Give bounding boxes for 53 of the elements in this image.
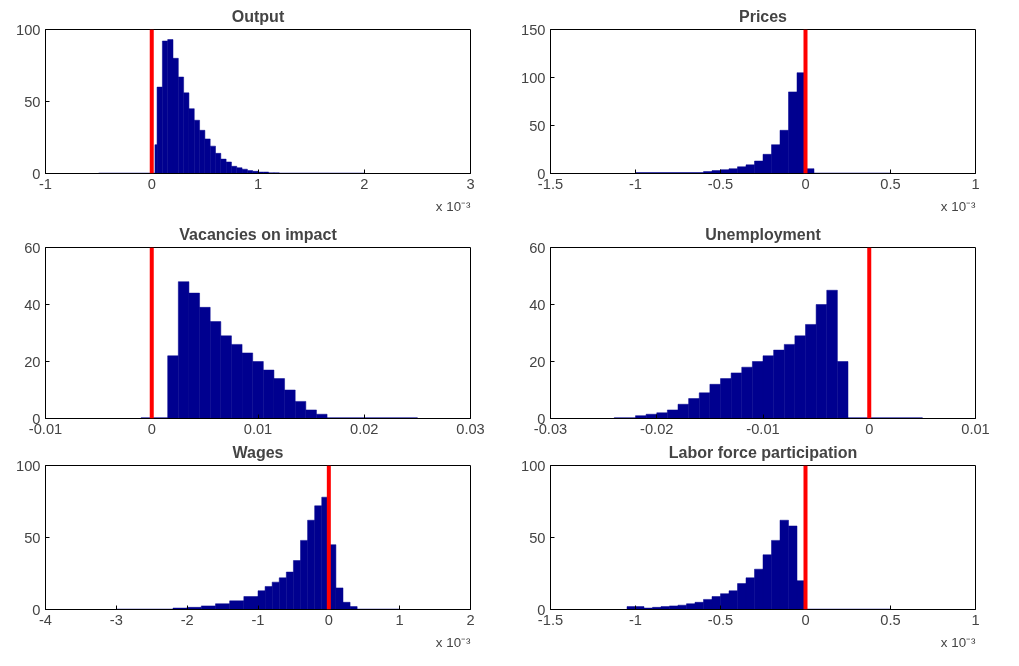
- x-tick-label: -0.5: [707, 611, 734, 628]
- x-tick-label: 0: [801, 611, 810, 628]
- y-tick-label: 100: [521, 69, 546, 86]
- text: x 10⁻³: [940, 634, 977, 650]
- x-tick-label: 1: [395, 611, 404, 628]
- y-tick-label: 40: [24, 296, 41, 313]
- x-tick-label: 2: [360, 175, 369, 192]
- y-tick-label: 50: [24, 529, 41, 546]
- y-tick-label: 20: [529, 353, 546, 370]
- x-tick-label: -1: [628, 611, 643, 628]
- x-tick-label: 0.01: [243, 420, 273, 437]
- y-tick-label: 50: [529, 117, 546, 134]
- chart-title: Vacancies on impact: [179, 225, 338, 243]
- x-tick-label: 0: [324, 611, 333, 628]
- chart-title: Wages: [232, 443, 284, 461]
- y-tick-label: 60: [529, 239, 546, 256]
- x-tick-label: 0.03: [456, 420, 485, 437]
- x-tick-label: -2: [180, 611, 194, 628]
- x-tick-label: 0.5: [880, 611, 901, 628]
- y-tick-label: 100: [16, 457, 41, 474]
- y-tick-label: 20: [24, 353, 41, 370]
- x-tick-label: 1: [253, 175, 263, 192]
- y-tick-label: 50: [24, 93, 41, 110]
- x-tick-label: -0.01: [746, 420, 780, 437]
- chart-title: Output: [231, 7, 285, 25]
- x-tick-label: 0.02: [349, 420, 379, 437]
- y-tick-label: 50: [529, 529, 546, 546]
- chart-title: Prices: [738, 7, 788, 25]
- text: x 10⁻³: [435, 634, 472, 650]
- x-tick-label: 2: [466, 611, 475, 628]
- x-tick-label: 3: [466, 175, 475, 192]
- x-tick-label: 0.01: [961, 420, 990, 437]
- x-tick-label: 1: [971, 611, 980, 628]
- x-tick-label: 0: [865, 420, 874, 437]
- y-tick-label: 100: [521, 457, 546, 474]
- x-tick-label: -0.5: [707, 175, 734, 192]
- x-tick-label: 0: [147, 420, 156, 437]
- chart-title: Labor force participation: [668, 443, 858, 461]
- y-tick-label: 60: [24, 239, 41, 256]
- x-tick-label: 0: [147, 175, 156, 192]
- x-tick-label: -1: [628, 175, 643, 192]
- y-tick-label: 100: [16, 21, 41, 38]
- y-tick-label: 40: [529, 296, 546, 313]
- x-tick-label: 0.5: [880, 175, 901, 192]
- y-tick-label: 150: [521, 21, 546, 38]
- text: x 10⁻³: [435, 198, 472, 214]
- x-tick-label: -1: [251, 611, 265, 628]
- x-tick-label: 1: [971, 175, 980, 192]
- x-tick-label: 0: [801, 175, 810, 192]
- chart-title: Unemployment: [705, 225, 822, 243]
- x-tick-label: -0.02: [640, 420, 674, 437]
- x-tick-label: -3: [109, 611, 123, 628]
- text: x 10⁻³: [940, 198, 977, 214]
